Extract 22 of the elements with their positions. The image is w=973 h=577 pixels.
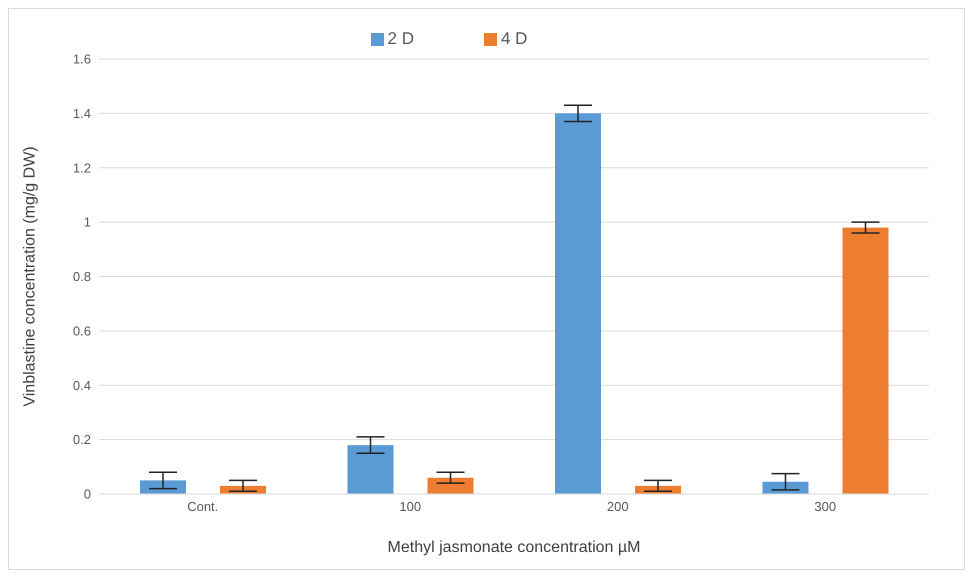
y-tick-label: 1.2 — [72, 160, 91, 176]
x-tick-label: 100 — [399, 499, 422, 514]
y-tick-label: 0.6 — [72, 323, 91, 338]
x-tick-label: Cont. — [187, 499, 218, 514]
bar — [842, 228, 888, 494]
y-tick-label: 1 — [84, 214, 91, 230]
y-tick-label: 0.8 — [72, 269, 91, 284]
bar — [555, 113, 601, 494]
bar — [428, 478, 474, 494]
x-tick-label: 300 — [814, 499, 836, 514]
x-tick-label: 200 — [606, 499, 629, 514]
legend-label: 4 D — [501, 29, 528, 48]
y-tick-label: 0 — [84, 486, 91, 502]
legend-label: 2 D — [388, 29, 414, 48]
y-tick-label: 1.4 — [72, 106, 91, 121]
y-axis-title: Vinblastine concentration (mg/g DW) — [22, 146, 39, 407]
y-tick-label: 1.6 — [72, 52, 91, 67]
bar — [348, 445, 394, 494]
y-tick-label: 0.2 — [72, 432, 91, 448]
y-tick-label: 0.4 — [72, 378, 91, 393]
bar — [140, 480, 186, 494]
x-axis-title: Methyl jasmonate concentration µM — [388, 539, 640, 556]
